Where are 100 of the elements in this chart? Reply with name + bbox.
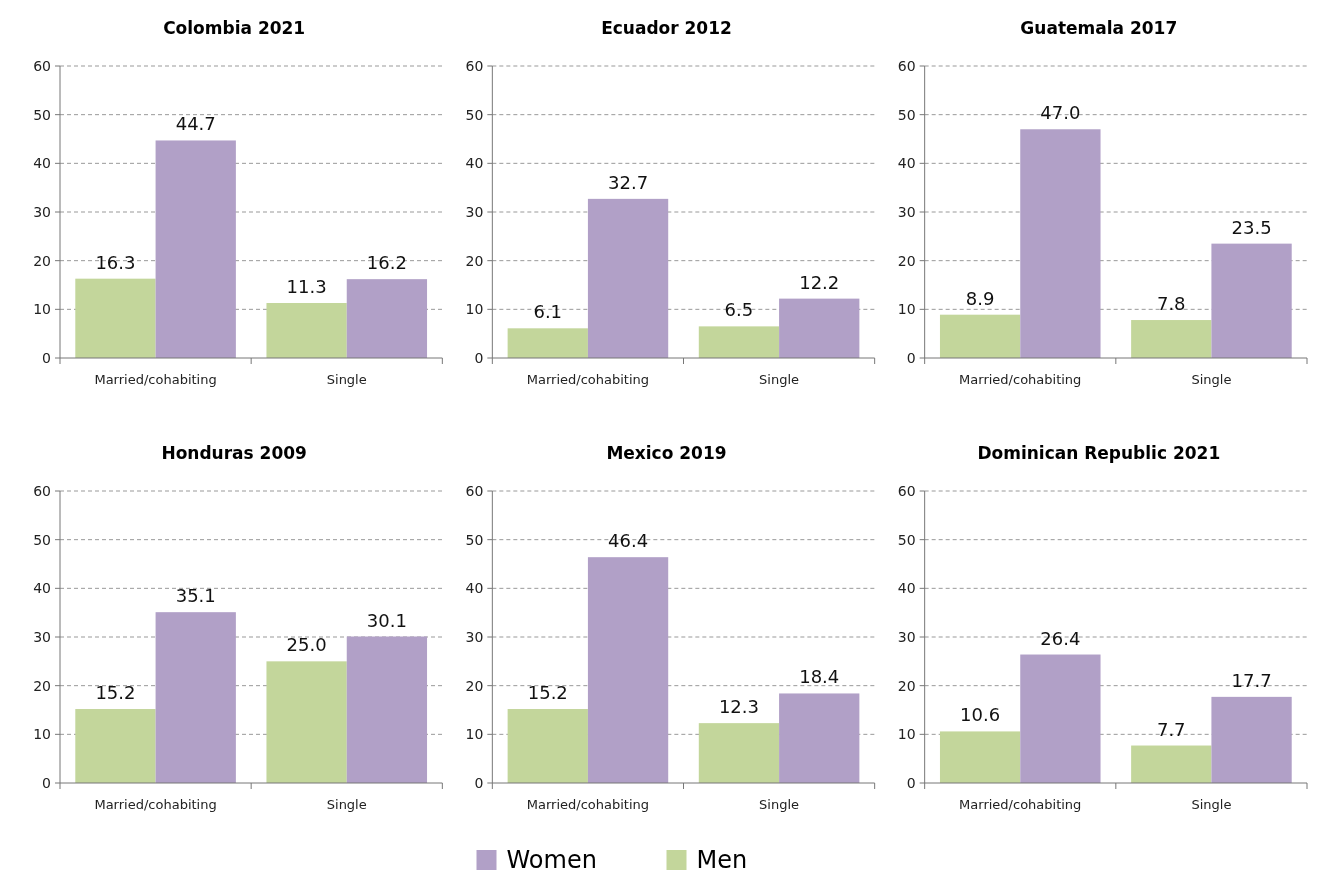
y-tick-label: 0	[474, 774, 484, 791]
data-label: 47.0	[1040, 102, 1081, 124]
data-label: 32.7	[608, 171, 649, 193]
chart-title: Dominican Republic 2021	[977, 443, 1221, 463]
y-tick-label: 10	[897, 301, 916, 318]
data-label: 15.2	[95, 682, 136, 704]
chart-title: Ecuador 2012	[601, 18, 732, 38]
y-tick-label: 20	[897, 677, 916, 694]
y-tick-label: 10	[465, 726, 484, 743]
x-tick-label: Married/cohabiting	[959, 372, 1082, 387]
y-tick-label: 0	[42, 349, 51, 366]
y-tick-label: 50	[33, 531, 51, 548]
y-tick-label: 10	[33, 726, 51, 743]
bar	[1211, 696, 1292, 783]
y-tick-label: 40	[33, 155, 51, 172]
data-label: 35.1	[175, 585, 216, 607]
y-tick-label: 0	[42, 774, 51, 791]
y-tick-label: 50	[897, 531, 916, 548]
data-label: 7.7	[1156, 718, 1186, 740]
x-tick-label: Single	[326, 797, 367, 812]
legend-label: Women	[506, 846, 597, 875]
y-tick-label: 60	[33, 57, 51, 74]
bar	[939, 314, 1021, 358]
y-tick-label: 60	[465, 57, 484, 74]
y-tick-label: 10	[33, 301, 51, 318]
legend-label: Men	[696, 846, 748, 875]
x-tick-label: Married/cohabiting	[94, 372, 217, 387]
bar	[346, 279, 428, 358]
y-tick-label: 30	[465, 628, 484, 645]
data-label: 46.4	[608, 530, 649, 552]
data-label: 6.5	[724, 299, 754, 321]
y-tick-label: 60	[897, 482, 916, 499]
y-tick-label: 0	[474, 349, 484, 366]
x-tick-label: Single	[326, 372, 367, 387]
y-tick-label: 50	[465, 106, 484, 123]
chart-title: Colombia 2021	[163, 18, 306, 38]
x-tick-label: Single	[759, 797, 800, 812]
data-label: 7.8	[1156, 293, 1186, 315]
y-tick-label: 30	[897, 628, 916, 645]
x-tick-label: Single	[1191, 372, 1232, 387]
y-tick-label: 30	[465, 203, 484, 220]
y-tick-label: 0	[906, 349, 916, 366]
y-tick-label: 50	[33, 106, 51, 123]
data-label: 16.3	[95, 251, 136, 273]
y-tick-label: 40	[897, 155, 916, 172]
data-label: 8.9	[965, 287, 995, 309]
bar	[587, 198, 669, 358]
data-label: 10.6	[960, 704, 1001, 726]
y-tick-label: 20	[465, 677, 484, 694]
bar	[1131, 320, 1212, 358]
y-tick-label: 20	[33, 677, 51, 694]
bar	[346, 636, 428, 783]
bar	[939, 731, 1021, 783]
y-tick-label: 40	[897, 580, 916, 597]
y-tick-label: 30	[897, 203, 916, 220]
data-label: 11.3	[286, 276, 327, 298]
bar	[266, 303, 347, 358]
y-tick-label: 30	[33, 628, 51, 645]
bar	[698, 723, 780, 783]
data-label: 25.0	[286, 634, 327, 656]
bar	[1211, 243, 1292, 358]
y-tick-label: 50	[465, 531, 484, 548]
bar	[507, 328, 588, 358]
bar	[155, 612, 236, 783]
x-tick-label: Married/cohabiting	[526, 797, 650, 812]
data-label: 17.7	[1231, 669, 1272, 691]
y-tick-label: 60	[465, 482, 484, 499]
bar	[266, 661, 347, 783]
y-tick-label: 10	[465, 301, 484, 318]
y-tick-label: 0	[906, 774, 916, 791]
y-tick-label: 20	[897, 252, 916, 269]
y-tick-label: 60	[33, 482, 51, 499]
data-label: 16.2	[366, 252, 407, 274]
x-tick-label: Married/cohabiting	[959, 797, 1082, 812]
bar	[155, 140, 236, 358]
y-tick-label: 60	[897, 57, 916, 74]
x-tick-label: Single	[1191, 797, 1232, 812]
y-tick-label: 50	[897, 106, 916, 123]
data-label: 44.7	[175, 113, 216, 135]
bar	[75, 278, 156, 358]
data-label: 23.5	[1231, 216, 1272, 238]
y-tick-label: 20	[33, 252, 51, 269]
chart-title: Honduras 2009	[161, 443, 307, 463]
x-tick-label: Single	[759, 372, 800, 387]
x-tick-label: Married/cohabiting	[526, 372, 650, 387]
data-label: 12.2	[799, 271, 840, 293]
y-tick-label: 40	[33, 580, 51, 597]
y-tick-label: 20	[465, 252, 484, 269]
data-label: 30.1	[366, 609, 407, 631]
y-tick-label: 40	[465, 580, 484, 597]
bar	[507, 709, 588, 783]
data-label: 15.2	[527, 682, 568, 704]
bar	[698, 326, 780, 358]
bar	[1131, 745, 1212, 783]
y-tick-label: 40	[465, 155, 484, 172]
bar	[587, 557, 669, 783]
bar	[75, 709, 156, 783]
data-label: 6.1	[533, 301, 563, 323]
bar	[779, 298, 860, 358]
y-tick-label: 30	[33, 203, 51, 220]
